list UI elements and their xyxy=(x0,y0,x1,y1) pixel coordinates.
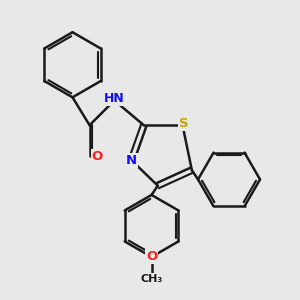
Text: CH₃: CH₃ xyxy=(140,274,163,284)
Text: O: O xyxy=(92,150,103,163)
Text: N: N xyxy=(126,154,137,167)
Text: HN: HN xyxy=(104,92,125,105)
Text: S: S xyxy=(179,117,189,130)
Text: O: O xyxy=(146,250,157,263)
